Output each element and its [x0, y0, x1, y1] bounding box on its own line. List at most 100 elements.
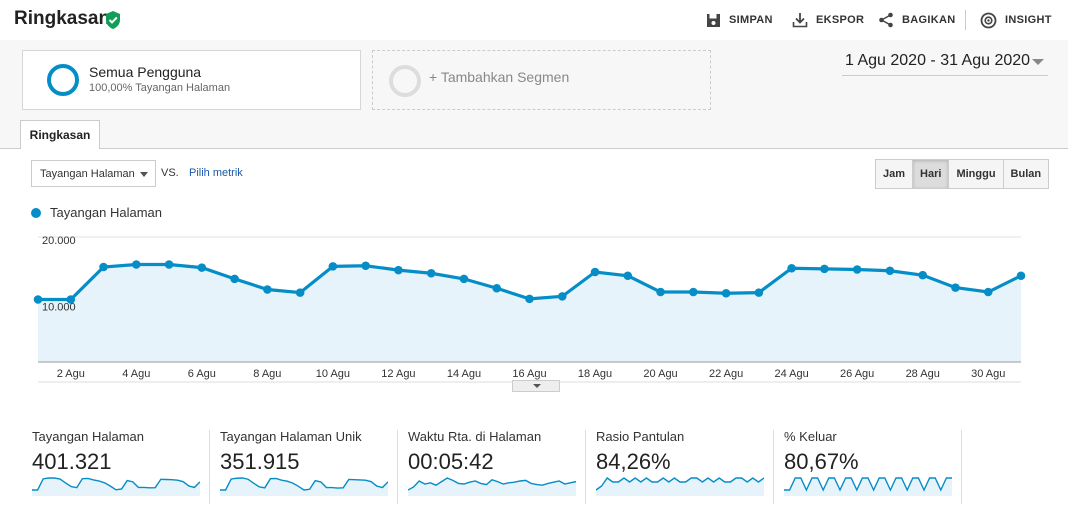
x-tick-label: 12 Agu [381, 368, 415, 380]
stat-avg-time: Waktu Rta. di Halaman 00:05:42 [398, 428, 586, 506]
data-point [66, 295, 76, 304]
interval-toggle: Jam Hari Minggu Bulan [875, 159, 1050, 189]
download-icon [792, 13, 808, 28]
data-point [557, 292, 567, 301]
tab-summary[interactable]: Ringkasan [20, 120, 100, 149]
x-tick-label: 22 Agu [709, 368, 743, 380]
date-range-picker[interactable]: 1 Agu 2020 - 31 Agu 2020 [842, 50, 1048, 76]
series-area [38, 264, 1021, 362]
data-point [590, 267, 600, 277]
stat-value: 351.915 [220, 449, 300, 474]
x-tick-label: 28 Agu [906, 368, 940, 380]
data-point [197, 263, 207, 272]
pick-metric-link[interactable]: Pilih metrik [189, 167, 243, 179]
interval-hour-button[interactable]: Jam [876, 160, 914, 188]
segment-all-users[interactable]: Semua Pengguna 100,00% Tayangan Halaman [22, 50, 361, 110]
data-point [525, 294, 534, 304]
dropdown-caret-icon [140, 172, 148, 177]
x-tick-label: 16 Agu [512, 368, 546, 380]
metric-select[interactable]: Tayangan Halaman [31, 160, 156, 187]
data-point [787, 263, 796, 273]
data-point [1016, 271, 1026, 281]
empty-segment-ring-icon [389, 65, 421, 97]
interval-week-button[interactable]: Minggu [949, 160, 1004, 188]
export-button[interactable]: EKSPOR [792, 11, 864, 29]
stat-bounce-rate: Rasio Pantulan 84,26% [586, 428, 774, 506]
stat-value: 00:05:42 [408, 449, 494, 474]
toolbar-divider [965, 10, 966, 30]
chevron-down-icon [1032, 59, 1044, 65]
sparkline-area [784, 478, 952, 496]
interval-month-button[interactable]: Bulan [1010, 168, 1042, 180]
insight-button[interactable]: INSIGHT [980, 11, 1052, 29]
sparkline-area [596, 478, 764, 496]
segment-ring-icon [47, 64, 79, 96]
x-tick-label: 24 Agu [775, 368, 809, 380]
data-point [263, 285, 272, 294]
data-point [918, 270, 927, 280]
data-point [328, 262, 338, 271]
data-point [164, 260, 174, 269]
stat-divider [585, 430, 586, 504]
data-point [951, 283, 960, 292]
stat-label: Waktu Rta. di Halaman [408, 429, 542, 444]
stat-value: 80,67% [784, 449, 859, 474]
x-tick-label: 4 Agu [122, 368, 150, 380]
legend-label: Tayangan Halaman [50, 205, 163, 220]
y-tick-label: 10.000 [42, 302, 76, 314]
interval-day-button[interactable]: Hari [913, 160, 950, 188]
data-point [33, 295, 43, 304]
segment-name: Semua Pengguna [89, 64, 202, 80]
stat-divider [209, 430, 210, 504]
stat-divider [773, 430, 774, 504]
x-tick-label: 2 Agu [57, 368, 85, 380]
data-point [426, 268, 436, 278]
sparkline-area [408, 478, 576, 496]
segment-subtitle: 100,00% Tayangan Halaman [89, 82, 231, 94]
share-label: BAGIKAN [902, 14, 956, 26]
x-tick-label: 10 Agu [316, 368, 350, 380]
add-segment-label: + Tambahkan Segmen [429, 69, 570, 85]
data-point [623, 271, 633, 281]
chart-legend[interactable]: Tayangan Halaman [31, 205, 162, 220]
sparkline-area [220, 478, 388, 496]
stat-label: Rasio Pantulan [596, 429, 685, 444]
sparkline-line [32, 477, 200, 491]
date-range-text: 1 Agu 2020 - 31 Agu 2020 [845, 52, 1031, 69]
save-icon [707, 13, 720, 27]
legend-dot-icon [31, 207, 41, 218]
sparkline-line [596, 477, 764, 491]
sparkline [784, 477, 952, 496]
x-tick-label: 18 Agu [578, 368, 612, 380]
x-tick-label: 8 Agu [253, 368, 281, 380]
x-tick-label: 6 Agu [188, 368, 216, 380]
chart-expand-handle[interactable] [512, 380, 560, 392]
stat-label: Tayangan Halaman Unik [220, 429, 362, 444]
stat-value: 84,26% [596, 449, 671, 474]
share-button[interactable]: BAGIKAN [878, 11, 955, 29]
data-point [132, 260, 141, 269]
data-point [459, 274, 469, 284]
stat-divider [961, 430, 962, 504]
sparkline [408, 477, 576, 496]
add-segment-button[interactable]: + Tambahkan Segmen [372, 50, 711, 110]
share-icon [879, 12, 893, 28]
data-point [852, 265, 862, 274]
data-point [820, 264, 829, 274]
stat-unique-pageviews: Tayangan Halaman Unik 351.915 [210, 428, 398, 506]
stat-label: % Keluar [784, 429, 837, 444]
verified-check-icon [106, 11, 120, 29]
save-label: SIMPAN [729, 14, 773, 26]
x-tick-label: 20 Agu [643, 368, 677, 380]
sparkline-area [32, 478, 200, 496]
sparkline-line [784, 477, 952, 492]
vs-label: VS. [161, 167, 179, 179]
sparkline-line [220, 477, 388, 491]
data-point [230, 274, 239, 284]
data-point [99, 262, 108, 272]
data-point [689, 287, 698, 297]
save-button[interactable]: SIMPAN [706, 11, 773, 29]
x-tick-label: 14 Agu [447, 368, 481, 380]
stat-divider [397, 430, 398, 504]
sparkline [220, 477, 388, 496]
